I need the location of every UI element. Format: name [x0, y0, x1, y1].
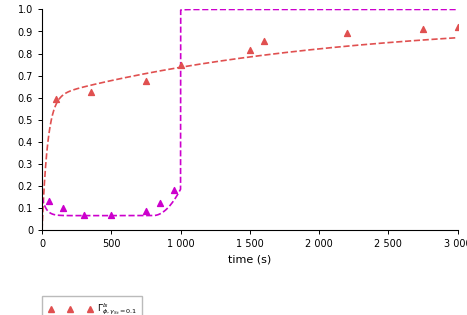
Point	[454, 25, 461, 30]
Point	[87, 89, 94, 94]
Point	[419, 27, 427, 32]
Point	[142, 209, 149, 214]
Point	[343, 30, 351, 35]
Point	[170, 188, 177, 193]
Point	[107, 212, 115, 217]
Point	[156, 201, 163, 206]
Point	[80, 212, 87, 217]
Legend: $\Gamma^{ls}_{\phi,\gamma_{St}=0.1}$, $\Gamma^{ls}_{\phi,\gamma_{St}=5.0}$: $\Gamma^{ls}_{\phi,\gamma_{St}=0.1}$, $\…	[42, 296, 142, 315]
Point	[246, 48, 254, 53]
Point	[59, 205, 67, 210]
Point	[260, 39, 268, 44]
Point	[142, 78, 149, 83]
X-axis label: time (s): time (s)	[228, 255, 271, 265]
Point	[45, 199, 53, 204]
Point	[52, 96, 60, 101]
Point	[177, 62, 184, 67]
